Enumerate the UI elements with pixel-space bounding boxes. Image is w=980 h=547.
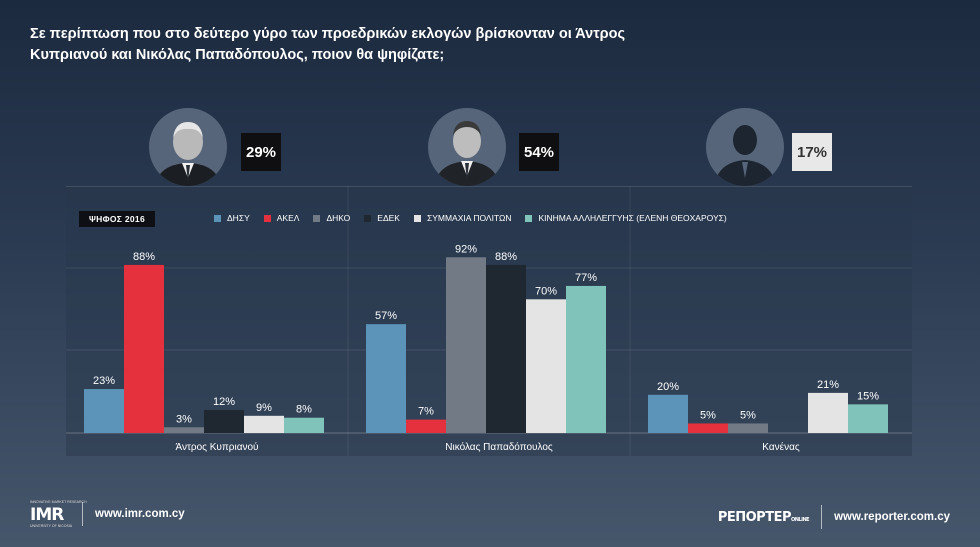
category-label: Κανένας [762,441,800,453]
footer-reporter: ΡΕΠΟΡΤΕΡONLINE www.reporter.com.cy [718,505,950,529]
reporter-logo: ΡΕΠΟΡΤΕΡONLINE [717,509,810,525]
legend-label: ΔΗΣΥ [227,213,250,223]
bar [566,285,606,433]
data-label: 5% [740,409,756,421]
legend-item-diko: ΔΗΚΟ [313,213,350,223]
bar [848,404,888,433]
bar [808,392,848,433]
candidate-none-percentage: 17% [792,133,832,171]
candidate-none [706,108,796,186]
data-label: 7% [418,406,434,418]
imr-url[interactable]: www.imr.com.cy [95,508,185,520]
vote-2016-tag: ΨΗΦΟΣ 2016 [79,211,155,227]
data-label: 23% [93,375,115,387]
data-label: 21% [817,379,839,391]
person-silhouette-icon [706,108,784,186]
legend-swatch [263,214,271,222]
data-label: 70% [535,285,557,297]
bar [284,417,324,433]
bar [486,264,526,433]
footer-divider [821,505,823,529]
legend-item-kinima: ΚΙΝΗΜΑ ΑΛΛΗΛΕΓΓΥΗΣ (ΕΛΕΝΗ ΘΕΟΧΑΡΟΥΣ) [525,213,727,223]
data-label: 20% [657,381,679,393]
legend-label: ΑΚΕΛ [276,213,300,223]
category-label: Νικόλας Παπαδόπουλος [445,441,553,453]
reporter-url[interactable]: www.reporter.com.cy [834,511,950,523]
bar [244,415,284,433]
legend-item-symmachia: ΣΥΜΜΑΧΙΑ ΠΟΛΙΤΩΝ [413,213,512,223]
bar [204,410,244,433]
imr-logo-tagline: INNOVATIVE MARKET RESEARCH [30,500,87,504]
candidate-1-percentage: 29% [241,133,281,171]
data-label: 3% [176,413,192,425]
data-label: 88% [495,251,517,263]
legend-label: ΔΗΚΟ [326,213,351,223]
bar [124,264,164,433]
data-label: 77% [575,272,597,284]
candidate-photo-icon [149,108,227,186]
bar [84,389,124,433]
bar [164,427,204,433]
bar [446,257,486,433]
candidate-2 [428,108,518,186]
data-label: 9% [256,402,272,414]
footer-divider [82,502,83,526]
data-label: 12% [213,396,235,408]
bar [688,423,728,433]
data-label: 15% [857,390,879,402]
legend-swatch [364,214,372,222]
footer-imr: INNOVATIVE MARKET RESEARCH IMR UNIVERSIT… [30,500,185,528]
imr-logo-subtitle: UNIVERSITY OF NICOSIA [30,524,73,528]
data-label: 5% [700,409,716,421]
legend-swatch [525,214,533,222]
candidate-photo-icon [428,108,506,186]
survey-question: Σε περίπτωση που στο δεύτερο γύρο των πρ… [30,26,626,63]
legend-swatch [313,214,321,222]
bar [728,423,768,433]
data-label: 88% [133,251,155,263]
bar [366,324,406,433]
legend-swatch [214,214,221,222]
legend-item-disy: ΔΗΣΥ [214,213,250,223]
imr-logo-text: IMR [30,505,64,525]
reporter-logo-text: ΡΕΠΟΡΤΕΡ [717,509,792,525]
legend-item-edek: ΕΔΕΚ [364,213,400,223]
legend-item-akel: ΑΚΕΛ [263,213,300,223]
data-label: 57% [375,310,397,322]
candidate-1 [149,108,239,186]
data-label: 8% [296,404,312,416]
imr-logo: INNOVATIVE MARKET RESEARCH IMR UNIVERSIT… [30,500,87,528]
data-label: 92% [455,243,477,255]
legend-label: ΣΥΜΜΑΧΙΑ ΠΟΛΙΤΩΝ [426,213,512,223]
bar [648,394,688,433]
reporter-logo-small: ONLINE [791,516,810,523]
legend-label: ΚΙΝΗΜΑ ΑΛΛΗΛΕΓΓΥΗΣ (ΕΛΕΝΗ ΘΕΟΧΑΡΟΥΣ) [538,213,727,223]
category-label: Άντρος Κυπριανού [175,441,258,453]
legend-swatch [413,214,421,222]
candidate-2-percentage: 54% [519,133,559,171]
bar [526,299,566,433]
bar [406,419,446,433]
legend-label: ΕΔΕΚ [377,213,400,223]
chart-legend: ΔΗΣΥ ΑΚΕΛ ΔΗΚΟ ΕΔΕΚ ΣΥΜΜΑΧΙΑ ΠΟΛΙΤΩΝ ΚΙΝ… [214,213,741,223]
